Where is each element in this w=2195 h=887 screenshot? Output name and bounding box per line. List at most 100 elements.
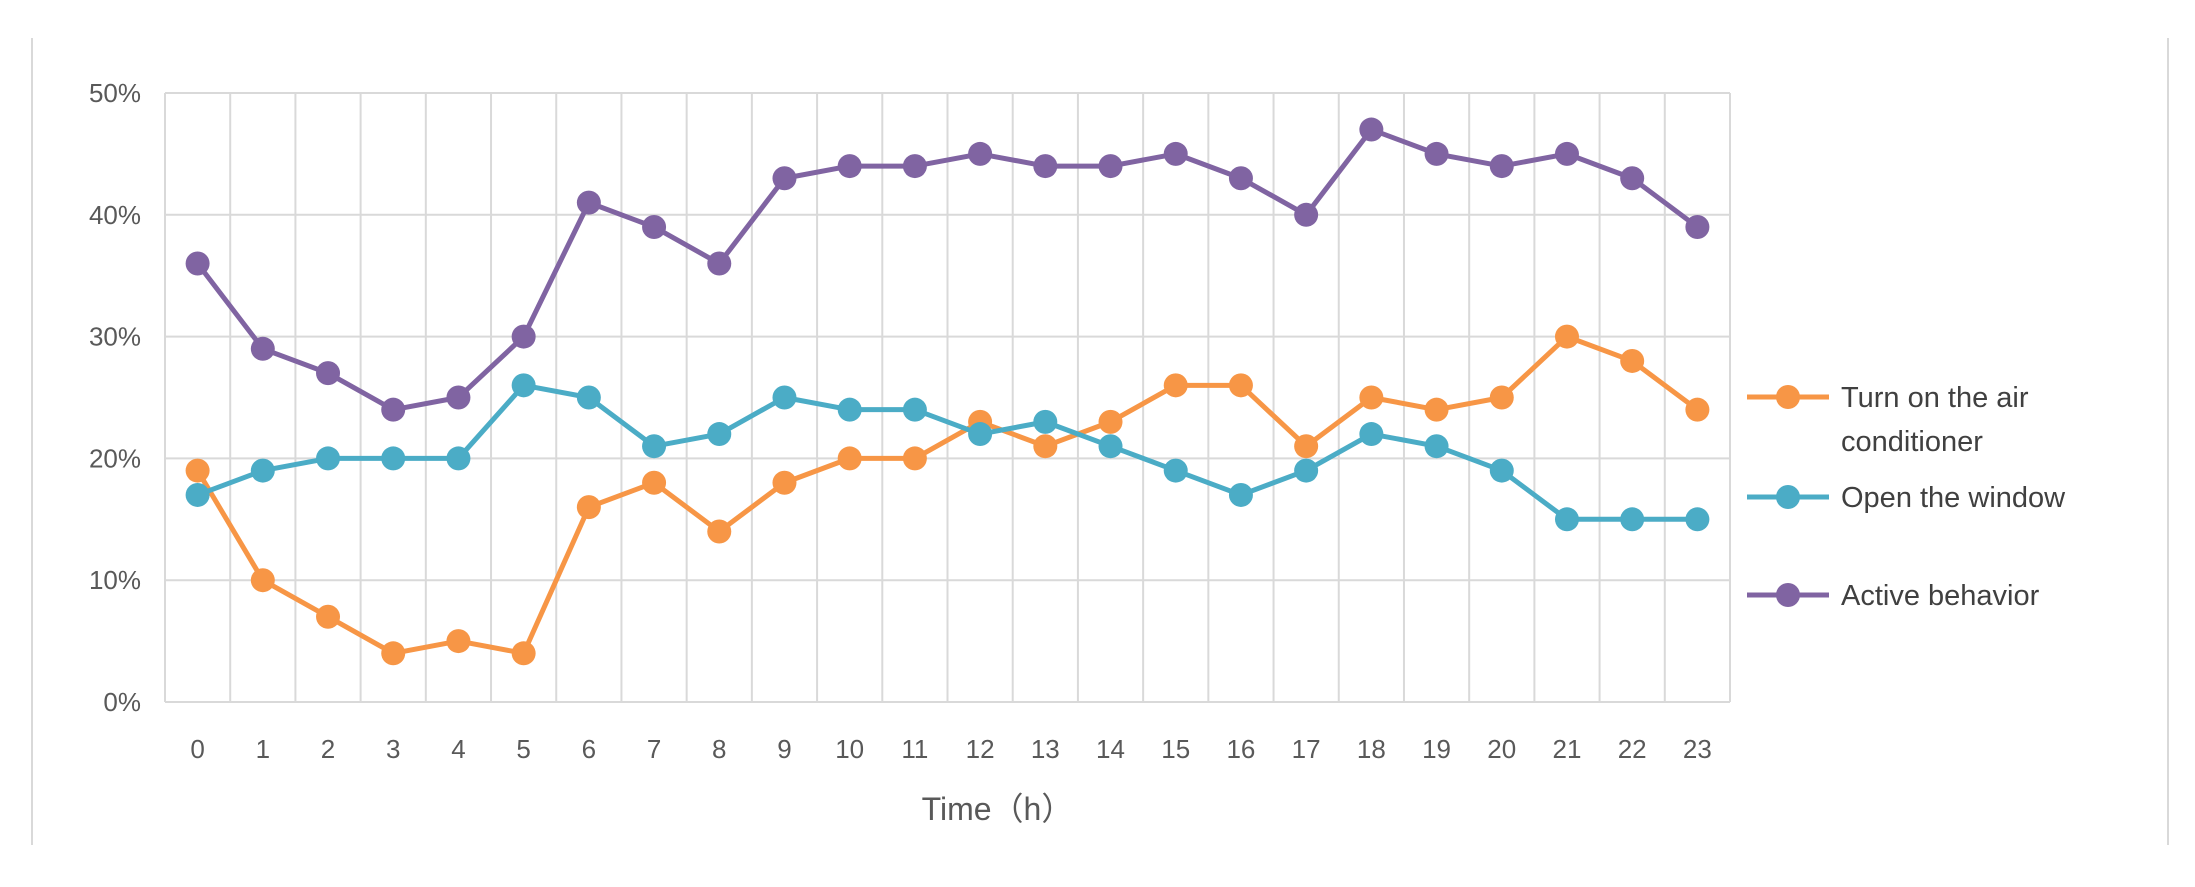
data-point bbox=[446, 629, 471, 654]
data-point bbox=[1424, 434, 1449, 459]
data-point bbox=[1620, 166, 1645, 191]
data-point bbox=[1424, 397, 1449, 422]
data-point bbox=[837, 154, 862, 179]
data-point bbox=[968, 422, 993, 447]
x-tick-label: 6 bbox=[582, 734, 596, 764]
data-point bbox=[1228, 373, 1253, 398]
data-point bbox=[968, 141, 993, 166]
x-tick-label: 21 bbox=[1553, 734, 1582, 764]
data-point bbox=[642, 470, 667, 495]
data-point bbox=[772, 166, 797, 191]
data-point bbox=[446, 446, 471, 471]
data-point bbox=[707, 251, 732, 276]
data-point bbox=[1163, 141, 1188, 166]
data-point bbox=[1489, 154, 1514, 179]
x-tick-label: 4 bbox=[451, 734, 465, 764]
data-point bbox=[1489, 385, 1514, 410]
legend-swatch-marker bbox=[1776, 583, 1800, 607]
data-point bbox=[1620, 507, 1645, 532]
x-tick-label: 1 bbox=[256, 734, 270, 764]
x-tick-label: 5 bbox=[516, 734, 530, 764]
x-tick-label: 13 bbox=[1031, 734, 1060, 764]
y-tick-label: 40% bbox=[89, 200, 141, 230]
data-point bbox=[837, 446, 862, 471]
data-point bbox=[316, 361, 341, 386]
legend-swatch-marker bbox=[1776, 385, 1800, 409]
data-point bbox=[1489, 458, 1514, 483]
data-point bbox=[576, 385, 601, 410]
x-tick-label: 17 bbox=[1292, 734, 1321, 764]
data-point bbox=[1294, 458, 1319, 483]
data-point bbox=[446, 385, 471, 410]
data-point bbox=[1228, 166, 1253, 191]
data-point bbox=[1359, 422, 1384, 447]
x-tick-label: 10 bbox=[835, 734, 864, 764]
legend-swatch-marker bbox=[1776, 485, 1800, 509]
data-point bbox=[1098, 434, 1123, 459]
data-point bbox=[185, 458, 210, 483]
data-point bbox=[381, 641, 406, 666]
data-point bbox=[511, 324, 536, 349]
data-point bbox=[511, 641, 536, 666]
legend-label: conditioner bbox=[1841, 426, 1983, 458]
data-point bbox=[707, 422, 732, 447]
data-point bbox=[1554, 507, 1579, 532]
x-tick-label: 0 bbox=[190, 734, 204, 764]
data-point bbox=[1033, 409, 1058, 434]
y-tick-label: 20% bbox=[89, 443, 141, 473]
legend-label: Turn on the air bbox=[1841, 382, 2029, 414]
data-point bbox=[1685, 397, 1710, 422]
data-point bbox=[381, 446, 406, 471]
y-tick-label: 10% bbox=[89, 565, 141, 595]
data-point bbox=[250, 568, 275, 593]
data-point bbox=[511, 373, 536, 398]
x-tick-label: 22 bbox=[1618, 734, 1647, 764]
data-point bbox=[1554, 324, 1579, 349]
x-tick-label: 18 bbox=[1357, 734, 1386, 764]
data-point bbox=[1294, 202, 1319, 227]
data-point bbox=[1163, 458, 1188, 483]
axes: 0%10%20%30%40%50%0 1 2 3 4 5 6 7 8 9 10 11 12 13 14 15 1… bbox=[89, 78, 1712, 827]
y-tick-label: 50% bbox=[89, 78, 141, 108]
data-point bbox=[902, 397, 927, 422]
data-point bbox=[250, 336, 275, 361]
x-tick-label: 9 bbox=[777, 734, 791, 764]
x-tick-label: 7 bbox=[647, 734, 661, 764]
data-point bbox=[316, 446, 341, 471]
x-axis-title: Time（h） bbox=[922, 791, 1074, 827]
data-point bbox=[576, 190, 601, 215]
data-point bbox=[1620, 348, 1645, 373]
legend-label: Open the window bbox=[1841, 482, 2066, 514]
x-tick-label: 15 bbox=[1161, 734, 1190, 764]
data-point bbox=[642, 434, 667, 459]
x-tick-label: 8 bbox=[712, 734, 726, 764]
x-tick-label: 11 bbox=[901, 734, 928, 764]
data-point bbox=[1554, 141, 1579, 166]
x-tick-label: 12 bbox=[966, 734, 995, 764]
data-point bbox=[772, 470, 797, 495]
data-point bbox=[1685, 507, 1710, 532]
data-point bbox=[1033, 154, 1058, 179]
data-point bbox=[1359, 385, 1384, 410]
data-point bbox=[1163, 373, 1188, 398]
y-tick-label: 0% bbox=[103, 687, 141, 717]
data-point bbox=[185, 251, 210, 276]
x-tick-label: 14 bbox=[1096, 734, 1125, 764]
series bbox=[185, 117, 1710, 666]
data-point bbox=[250, 458, 275, 483]
legend: Turn on the air conditioner Open the windo… bbox=[1747, 382, 2066, 612]
x-tick-label: 3 bbox=[386, 734, 400, 764]
data-point bbox=[185, 482, 210, 507]
data-point bbox=[1359, 117, 1384, 142]
data-point bbox=[1098, 154, 1123, 179]
x-tick-label: 20 bbox=[1487, 734, 1516, 764]
data-point bbox=[381, 397, 406, 422]
y-tick-label: 30% bbox=[89, 322, 141, 352]
data-point bbox=[316, 604, 341, 629]
data-point bbox=[1685, 214, 1710, 239]
data-point bbox=[1294, 434, 1319, 459]
data-point bbox=[576, 495, 601, 520]
x-tick-label: 19 bbox=[1422, 734, 1451, 764]
